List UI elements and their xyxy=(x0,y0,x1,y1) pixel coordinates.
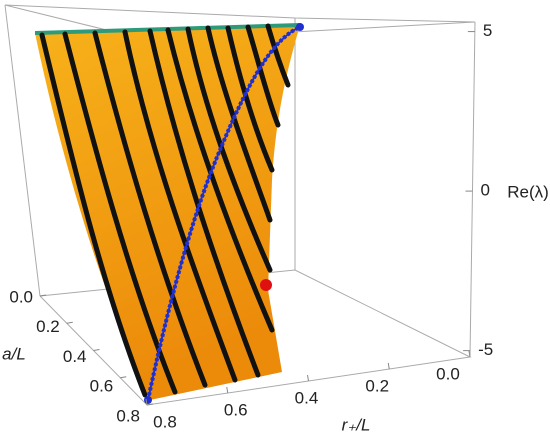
x-tick-label: 0.6 xyxy=(224,400,248,419)
x-tick xyxy=(307,374,309,382)
y-tick-label: 0.2 xyxy=(36,317,60,336)
z-tick-label: 5 xyxy=(483,21,492,40)
branch-curve-line xyxy=(147,26,301,401)
y-tick-label: 0.8 xyxy=(116,406,140,425)
branch-end xyxy=(144,396,152,404)
y-tick xyxy=(66,321,73,324)
critical-point xyxy=(260,279,272,291)
y-tick xyxy=(120,376,127,379)
y-tick-label: 0.4 xyxy=(63,347,87,366)
y-tick-label: 0.6 xyxy=(90,377,114,396)
curve xyxy=(205,25,273,223)
curve xyxy=(265,23,291,88)
surface xyxy=(34,23,304,404)
y-tick xyxy=(39,294,47,297)
x-tick-label: 0.4 xyxy=(295,388,319,407)
curve xyxy=(245,24,281,128)
curve xyxy=(62,31,178,395)
eigenvalue-surface xyxy=(35,25,300,400)
z-tick-label: 0 xyxy=(480,181,489,200)
branch-end xyxy=(296,23,304,31)
x-tick xyxy=(387,362,390,370)
curve xyxy=(92,30,208,388)
curve xyxy=(122,29,238,383)
x-tick-label: 0.2 xyxy=(365,376,389,395)
curve xyxy=(39,32,148,398)
y-tick xyxy=(146,403,154,406)
x-axis-title: r₊/L xyxy=(342,415,371,434)
z-tick-label: -5 xyxy=(478,340,493,359)
x-tick-label: 0.0 xyxy=(436,364,460,383)
z-axis-title: Re(λ) xyxy=(507,182,549,201)
curve xyxy=(185,26,273,273)
y-tick-label: 0.0 xyxy=(9,287,33,306)
y-axis-title: a/L xyxy=(2,344,26,363)
curve xyxy=(147,28,261,378)
x-tick-label: 0.8 xyxy=(153,412,177,431)
x-tick xyxy=(145,398,148,406)
curve xyxy=(225,25,275,173)
x-tick xyxy=(468,350,471,358)
y-tick xyxy=(93,349,100,351)
x-tick xyxy=(226,386,229,394)
